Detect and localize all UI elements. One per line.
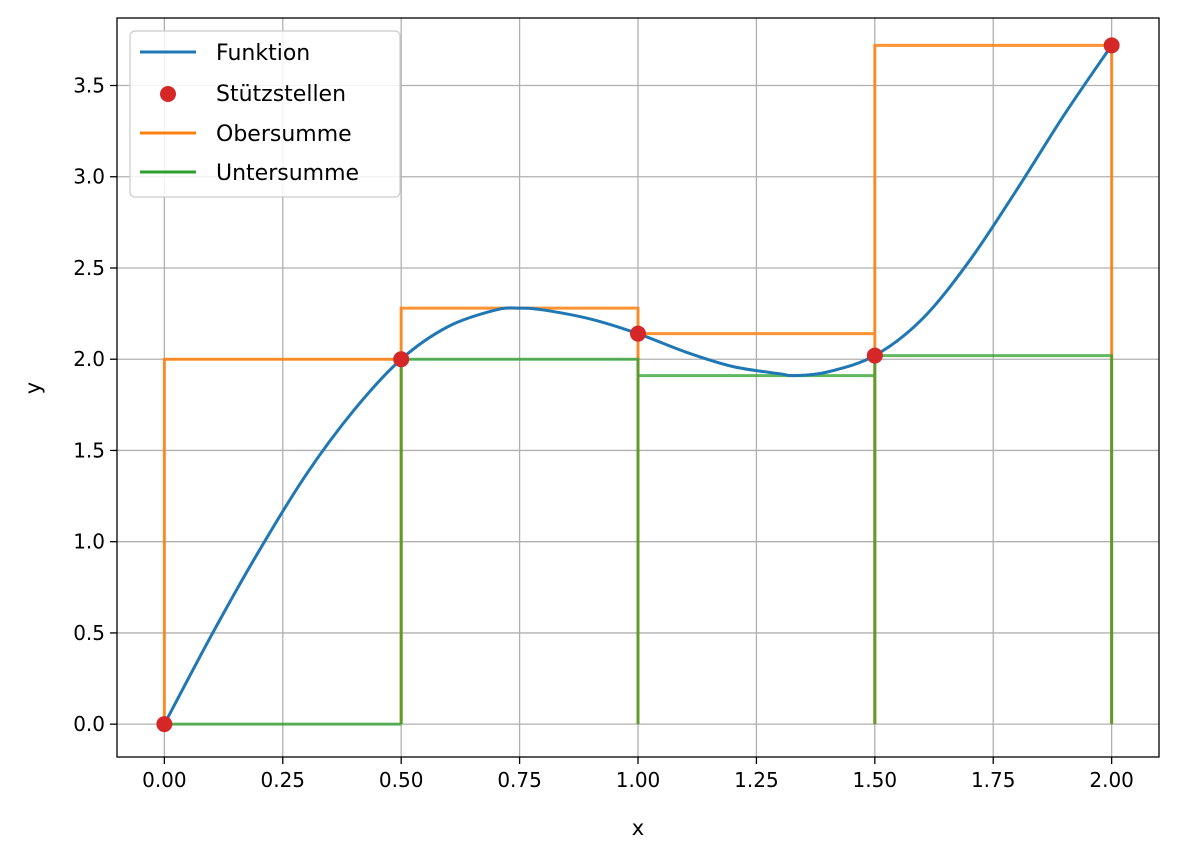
- stuetzstelle-point: [1103, 37, 1120, 54]
- x-tick-label: 1.25: [734, 768, 779, 792]
- x-tick-label: 0.00: [142, 768, 187, 792]
- legend-label-untersumme: Untersumme: [216, 161, 359, 186]
- x-tick-label: 0.25: [261, 768, 306, 792]
- stuetzstelle-point: [866, 347, 883, 364]
- y-tick-label: 1.0: [73, 530, 105, 554]
- legend-label-stuetzstellen: Stützstellen: [216, 82, 346, 107]
- y-tick-label: 1.5: [73, 438, 105, 462]
- y-tick-label: 0.0: [73, 712, 105, 736]
- y-tick-label: 0.5: [73, 621, 105, 645]
- x-tick-label: 1.00: [616, 768, 661, 792]
- stuetzstelle-point: [630, 325, 646, 342]
- y-tick-label: 2.5: [73, 256, 105, 280]
- x-tick-label: 2.00: [1089, 768, 1134, 792]
- x-tick-label: 0.50: [379, 768, 424, 792]
- stuetzstelle-point: [156, 716, 173, 733]
- stuetzstelle-point: [393, 351, 410, 368]
- x-axis-label: x: [632, 816, 644, 840]
- y-tick-label: 2.0: [73, 347, 105, 371]
- y-tick-label: 3.0: [73, 165, 105, 189]
- axis-ticks: 0.00 0.25 0.50 0.75 1.00 1.25 1.50 1.75 2.00 0.0 0…: [73, 74, 1134, 792]
- x-tick-label: 0.75: [497, 768, 542, 792]
- untersumme-steps: [164, 354, 1114, 726]
- legend-box: [129, 30, 401, 198]
- x-tick-label: 1.75: [971, 768, 1016, 792]
- y-tick-label: 3.5: [73, 74, 105, 98]
- y-axis-label: y: [21, 382, 45, 394]
- plot-marks: [156, 37, 1120, 733]
- legend-swatch-stuetzstellen: [160, 86, 176, 102]
- legend-label-funktion: Funktion: [216, 41, 310, 66]
- legend: Funktion Stützstellen Obersumme Untersum…: [129, 30, 401, 198]
- legend-label-obersumme: Obersumme: [216, 122, 352, 147]
- x-tick-label: 1.50: [853, 768, 898, 792]
